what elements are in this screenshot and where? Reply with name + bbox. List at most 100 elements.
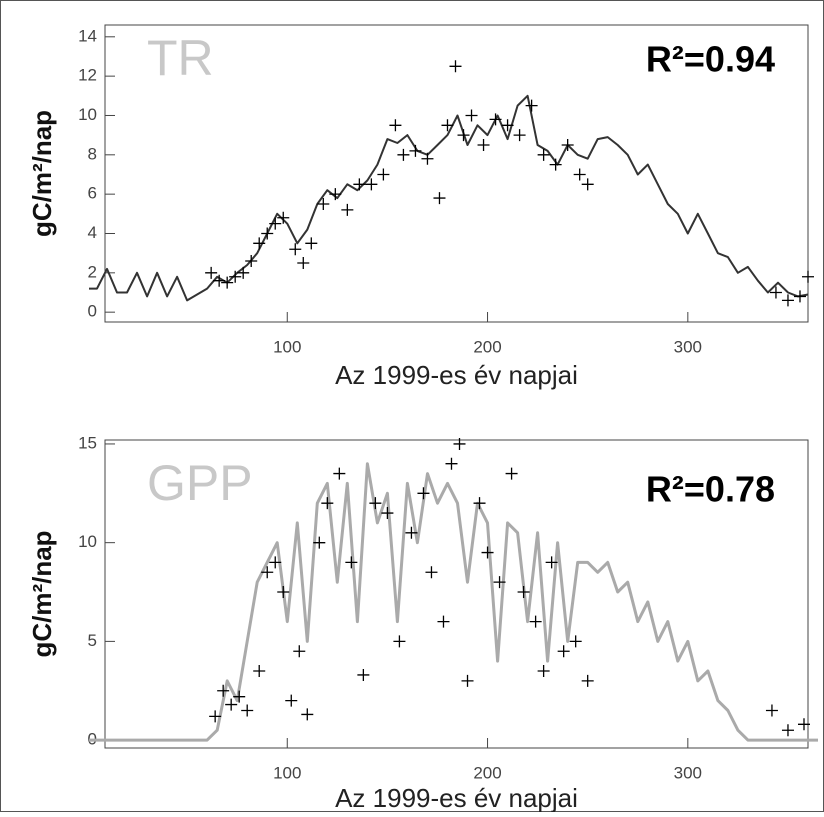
y-axis-label: gC/m²/nap (27, 110, 57, 237)
data-point (301, 708, 314, 721)
data-point (313, 536, 326, 549)
data-point (781, 294, 794, 307)
y-tick-label: 10 (78, 105, 97, 124)
data-point (261, 227, 274, 240)
data-point (329, 188, 342, 201)
r-squared: R²=0.94 (646, 39, 775, 80)
x-tick-label: 300 (674, 763, 702, 782)
data-point (221, 276, 234, 289)
x-tick-label: 200 (473, 337, 501, 356)
data-point (357, 668, 370, 681)
data-point (353, 178, 366, 191)
x-tick-label: 100 (273, 337, 301, 356)
data-point (245, 255, 258, 268)
x-axis-label: Az 1999-es év napjai (335, 360, 578, 390)
data-point (793, 290, 806, 303)
data-point (493, 576, 506, 589)
y-tick-label: 4 (88, 223, 97, 242)
data-point (449, 60, 462, 73)
data-point (345, 556, 358, 569)
plot-area (104, 439, 809, 749)
data-point (377, 168, 390, 181)
data-point (481, 546, 494, 559)
data-point (365, 178, 378, 191)
x-tick-label: 200 (473, 763, 501, 782)
data-point (802, 270, 814, 283)
data-point (441, 119, 454, 132)
data-point (253, 665, 266, 677)
data-point (269, 556, 282, 569)
y-tick-label: 6 (88, 184, 97, 203)
data-point (241, 704, 254, 717)
y-tick-label: 0 (88, 302, 97, 321)
data-point (557, 645, 570, 658)
y-tick-label: 14 (78, 26, 97, 45)
data-point (405, 526, 418, 539)
data-point (285, 694, 298, 707)
data-point (233, 690, 246, 703)
data-point (293, 645, 306, 658)
data-point (333, 467, 346, 480)
y-axis-label: gC/m²/nap (27, 530, 57, 657)
data-point (445, 457, 458, 470)
data-point (341, 203, 354, 216)
y-tick-label: 12 (78, 66, 97, 85)
data-point (797, 718, 810, 731)
data-point (581, 178, 594, 191)
data-point (253, 237, 266, 250)
data-point (321, 497, 334, 510)
data-point (237, 266, 250, 279)
data-point (213, 274, 226, 287)
data-point (397, 148, 410, 161)
data-point (205, 266, 218, 279)
data-point (529, 615, 542, 628)
data-line (89, 94, 809, 302)
data-point (453, 437, 466, 450)
data-point (573, 168, 586, 181)
data-point (277, 586, 290, 599)
data-point (501, 119, 514, 132)
data-point (545, 556, 558, 569)
x-axis-label: Az 1999-es év napjai (335, 783, 578, 812)
panel-label: TR (147, 30, 214, 86)
data-point (409, 144, 422, 157)
data-point (305, 237, 318, 250)
data-point (765, 704, 778, 717)
data-point (569, 635, 582, 648)
plot-area (104, 24, 809, 323)
data-point (269, 217, 282, 230)
data-point (537, 148, 550, 161)
data-point (461, 674, 474, 687)
data-point (425, 566, 438, 579)
data-point (417, 487, 430, 500)
data-point (437, 615, 450, 628)
data-point (229, 270, 242, 283)
data-point (209, 710, 222, 723)
data-point (525, 99, 538, 112)
x-tick-label: 300 (674, 337, 702, 356)
y-tick-label: 8 (88, 144, 97, 163)
data-point (781, 724, 794, 737)
data-point (225, 698, 238, 711)
y-tick-label: 5 (88, 631, 97, 650)
y-tick-label: 2 (88, 262, 97, 281)
data-point (465, 109, 478, 122)
y-tick-label: 10 (78, 532, 97, 551)
panel-label: GPP (147, 455, 253, 511)
data-point (217, 684, 230, 697)
data-point (549, 158, 562, 171)
data-point (505, 467, 518, 480)
data-point (297, 256, 310, 269)
data-point (581, 674, 594, 687)
data-point (389, 119, 402, 132)
data-point (477, 138, 490, 151)
data-point (369, 497, 382, 510)
data-point (537, 665, 550, 677)
data-point (393, 635, 406, 648)
data-point (317, 197, 330, 210)
data-point (289, 243, 302, 256)
data-point (277, 211, 290, 224)
y-tick-label: 15 (78, 433, 97, 452)
